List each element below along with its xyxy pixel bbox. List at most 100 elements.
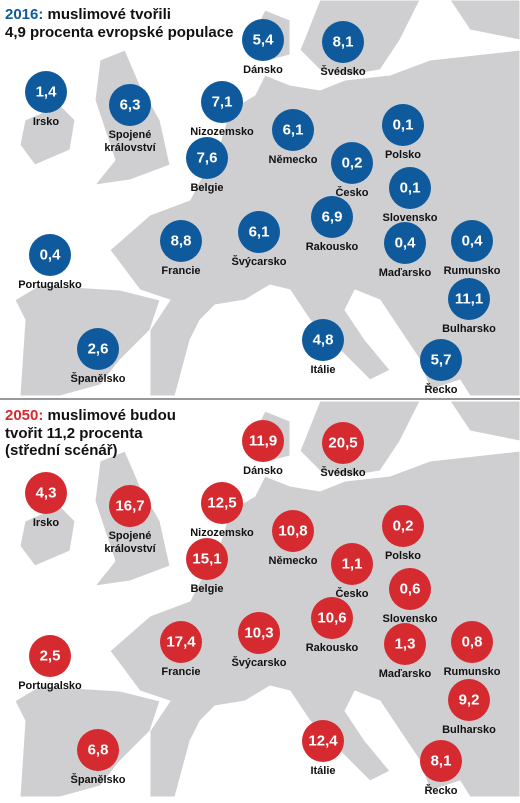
value: 10,6 <box>317 610 346 627</box>
bubble <box>331 142 373 184</box>
value: 7,1 <box>212 94 233 111</box>
country-label: Švédsko <box>320 466 366 479</box>
country-label: Itálie <box>310 765 335 777</box>
map-title: 2050: muslimové budou <box>5 407 176 424</box>
bubble <box>238 612 280 654</box>
country-label: Portugalsko <box>18 680 82 692</box>
bubble <box>186 137 228 179</box>
bubble <box>389 568 431 610</box>
value: 6,8 <box>88 742 109 759</box>
bubble <box>302 720 344 762</box>
value: 6,3 <box>120 97 141 114</box>
bubble <box>25 472 67 514</box>
value: 0,4 <box>462 233 484 250</box>
country-label: Bulharsko <box>442 323 496 335</box>
country-label: Španělsko <box>70 372 125 385</box>
country-label: Švédsko <box>320 65 366 78</box>
bubble <box>201 482 243 524</box>
country-label: Spojené <box>109 129 152 141</box>
value: 8,1 <box>333 34 354 51</box>
bubble <box>382 104 424 146</box>
bubble <box>272 109 314 151</box>
title-year: 2016: <box>5 6 43 23</box>
bubble <box>186 538 228 580</box>
value: 5,4 <box>253 32 275 49</box>
value: 0,1 <box>393 117 414 134</box>
value: 11,1 <box>455 291 483 308</box>
value: 0,2 <box>393 518 414 535</box>
value: 2,5 <box>40 648 61 665</box>
country-label: Portugalsko <box>18 279 82 291</box>
bubble <box>389 167 431 209</box>
value: 0,8 <box>462 634 483 651</box>
map-title: (střední scénář) <box>5 442 118 459</box>
country-label: Slovensko <box>382 613 437 625</box>
bubble <box>420 339 462 381</box>
country-label: Spojené <box>109 530 152 542</box>
value: 1,3 <box>395 636 416 653</box>
title-year: 2050: <box>5 407 43 424</box>
country-label: Německo <box>269 154 318 166</box>
country-label: Rakousko <box>306 642 359 654</box>
value: 2,6 <box>88 341 109 358</box>
country-label: království <box>104 543 156 555</box>
bubble <box>160 220 202 262</box>
value: 5,7 <box>431 352 452 369</box>
value: 15,1 <box>192 551 221 568</box>
value: 12,5 <box>207 495 236 512</box>
bubble <box>382 505 424 547</box>
value: 11,9 <box>249 433 277 450</box>
value: 7,6 <box>197 150 218 167</box>
bubble <box>25 71 67 113</box>
value: 6,1 <box>283 122 304 139</box>
country-label: Polsko <box>385 550 421 562</box>
bubble <box>311 196 353 238</box>
value: 4,3 <box>36 485 57 502</box>
value: 0,4 <box>395 235 417 252</box>
title-text: muslimové budou <box>48 407 176 424</box>
bubble <box>448 278 490 320</box>
country-label: Polsko <box>385 149 421 161</box>
country-label: království <box>104 142 156 154</box>
value: 4,8 <box>313 332 334 349</box>
country-label: Dánsko <box>243 465 283 477</box>
bubble <box>302 319 344 361</box>
country-label: Nizozemsko <box>190 527 254 539</box>
country-label: Řecko <box>424 784 457 797</box>
value: 12,4 <box>308 733 338 750</box>
value: 1,1 <box>342 556 363 573</box>
country-label: Irsko <box>33 517 60 529</box>
country-label: Švýcarsko <box>231 255 286 268</box>
value: 1,4 <box>36 84 58 101</box>
value: 0,1 <box>400 180 421 197</box>
country-label: Bulharsko <box>442 724 496 736</box>
value: 10,8 <box>278 523 307 540</box>
country-label: Česko <box>335 587 368 600</box>
bubble <box>238 211 280 253</box>
bubble <box>272 510 314 552</box>
bubble <box>384 222 426 264</box>
country-label: Řecko <box>424 383 457 396</box>
value: 6,1 <box>249 224 270 241</box>
value: 16,7 <box>115 498 144 515</box>
country-label: Švýcarsko <box>231 656 286 669</box>
value: 9,2 <box>459 692 480 709</box>
value: 17,4 <box>166 634 196 651</box>
value: 8,8 <box>171 233 192 250</box>
country-label: Slovensko <box>382 212 437 224</box>
country-label: Německo <box>269 555 318 567</box>
map-title: 2016: muslimové tvořili <box>5 6 171 23</box>
bubble <box>160 621 202 663</box>
bubble <box>77 328 119 370</box>
value: 20,5 <box>328 435 357 452</box>
country-label: Belgie <box>190 182 223 194</box>
country-label: Česko <box>335 186 368 199</box>
bubble <box>322 21 364 63</box>
bubble <box>109 84 151 126</box>
country-label: Rakousko <box>306 241 359 253</box>
country-label: Maďarsko <box>379 668 432 680</box>
bubble <box>201 81 243 123</box>
